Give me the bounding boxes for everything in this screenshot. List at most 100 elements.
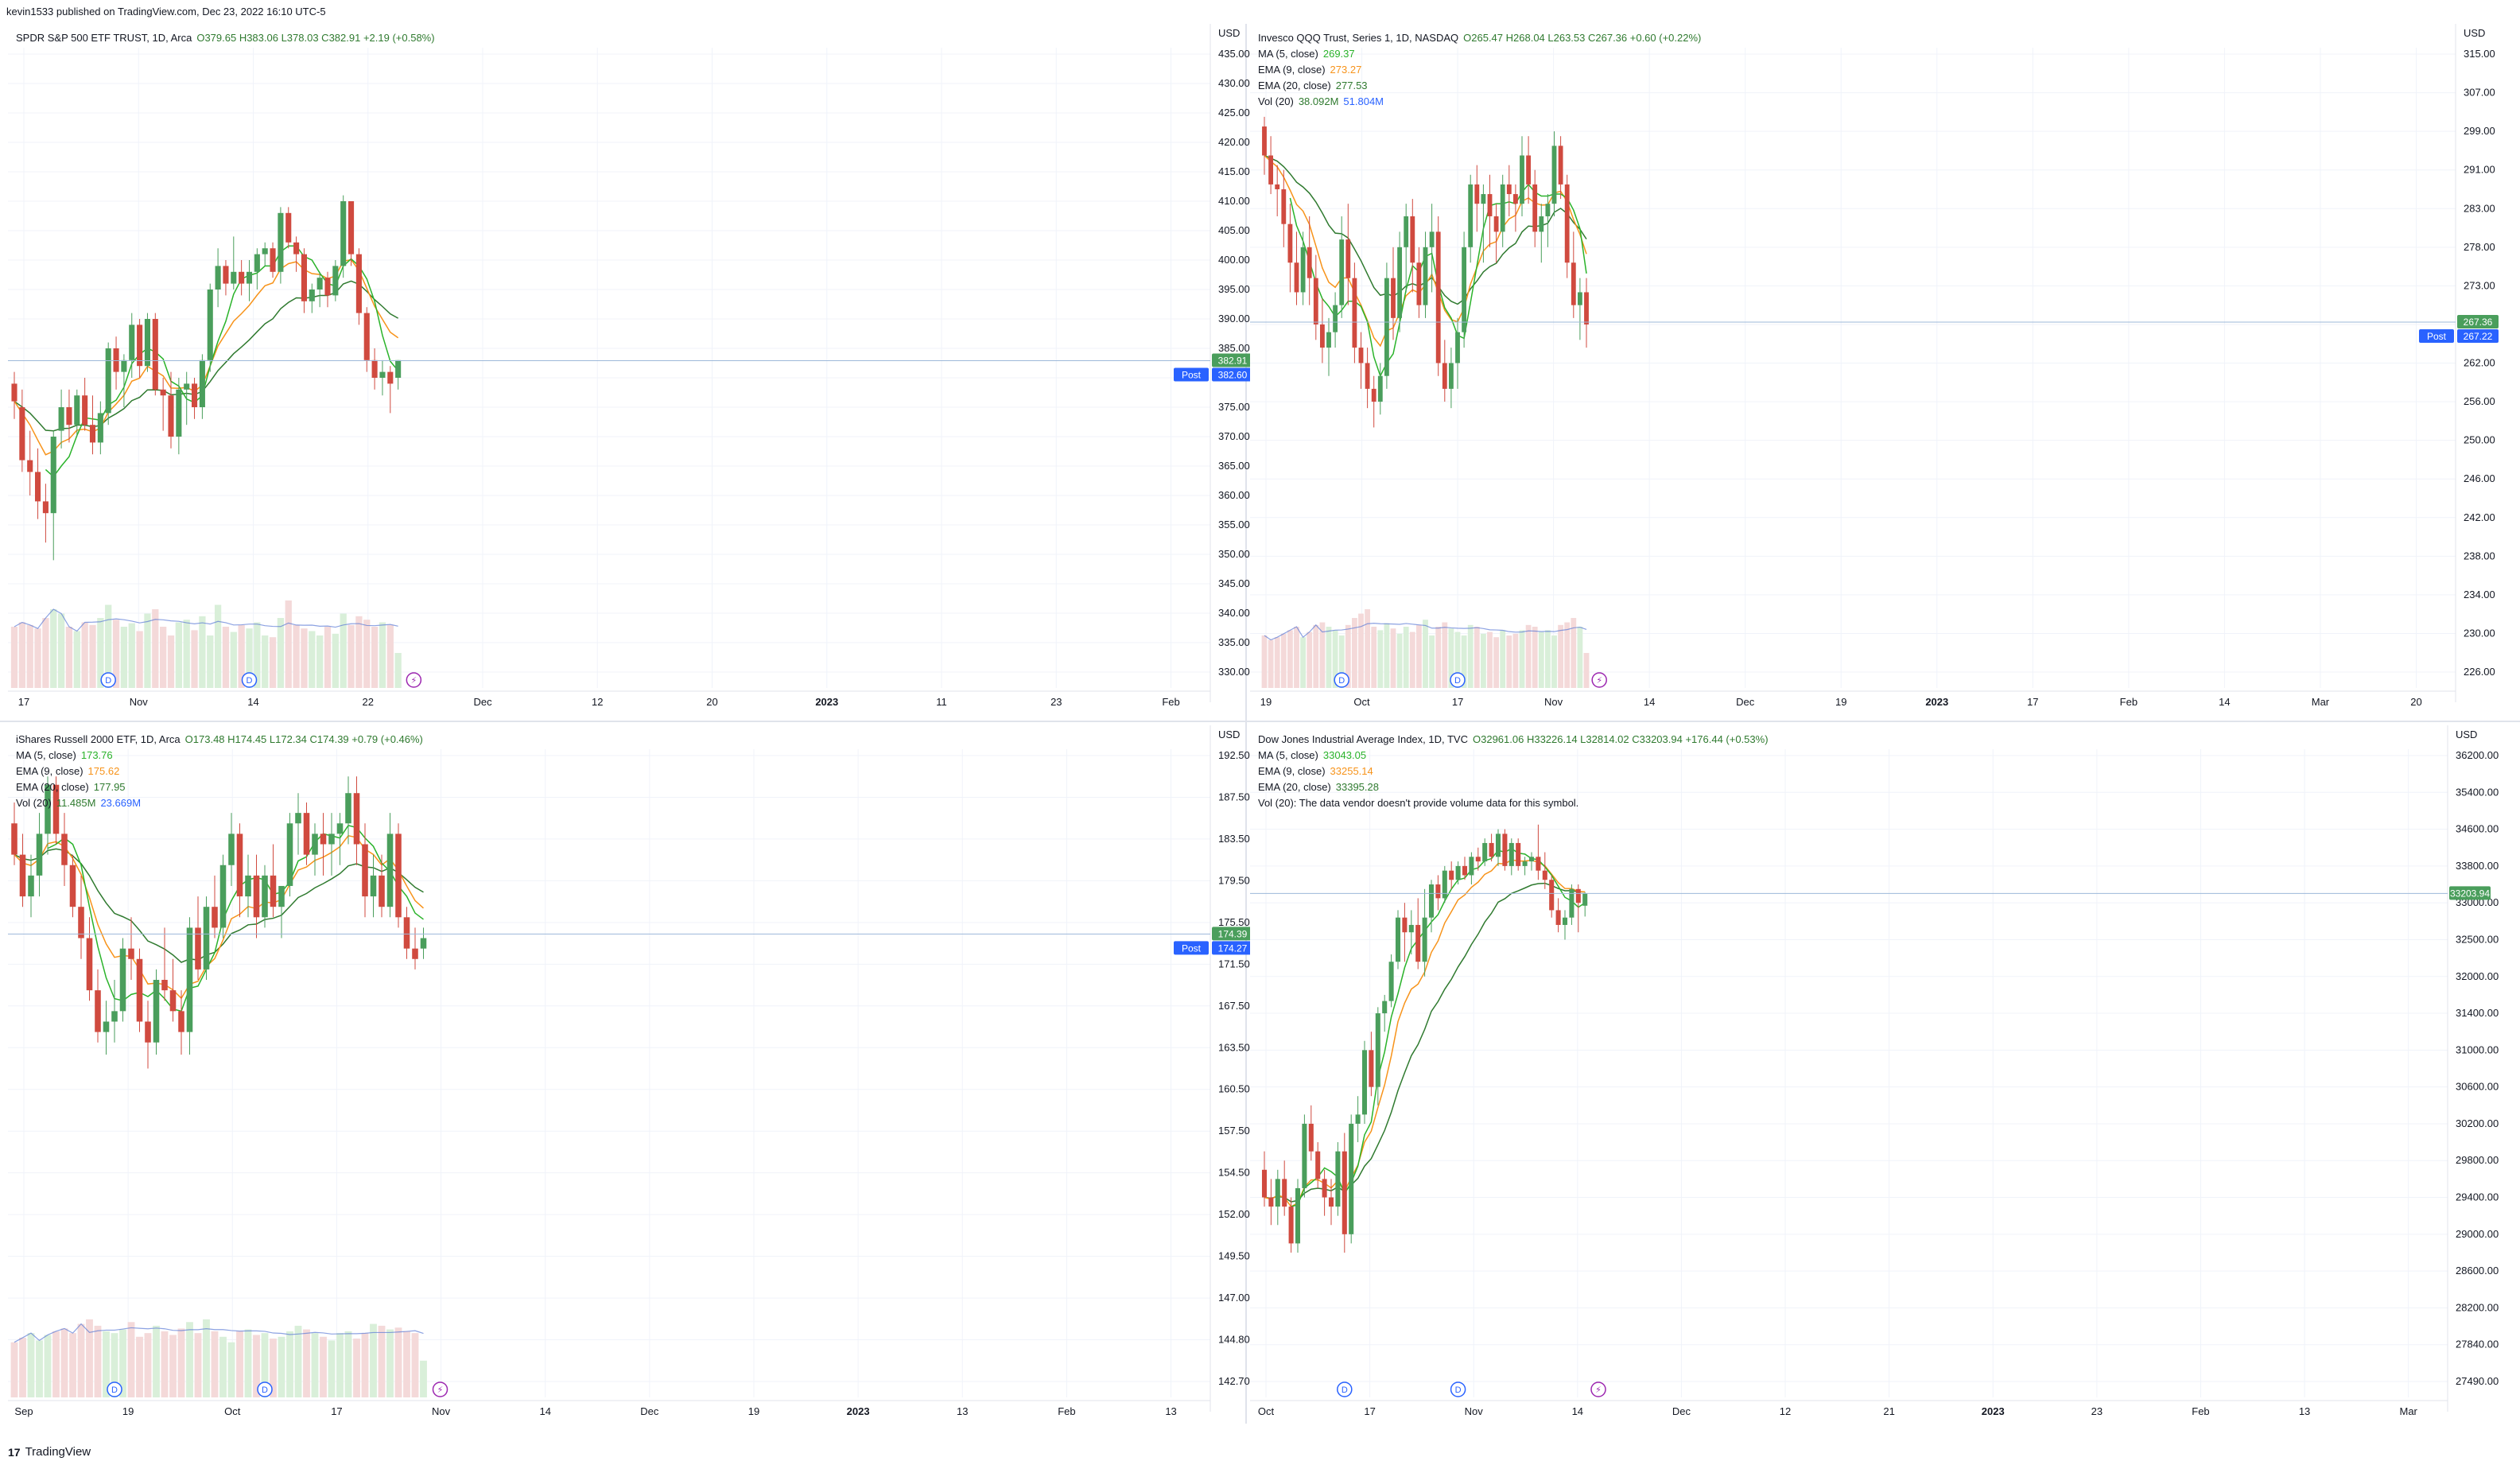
- candle: [1402, 903, 1408, 962]
- ema20-label[interactable]: EMA (20, close): [1258, 80, 1331, 91]
- candle: [160, 378, 166, 431]
- volume-bar: [1571, 618, 1577, 688]
- candle-body: [184, 383, 190, 390]
- dividend-marker-icon[interactable]: [107, 1381, 122, 1397]
- candle-body: [1500, 184, 1505, 232]
- candle-body: [246, 271, 253, 284]
- y-tick-label: 154.50: [1218, 1167, 1250, 1179]
- volume-bar: [1377, 630, 1384, 688]
- vol-label[interactable]: Vol (20): [16, 797, 52, 809]
- split-marker-icon[interactable]: [1591, 672, 1607, 688]
- candle-body: [1429, 231, 1435, 247]
- dividend-marker-icon[interactable]: [1337, 1381, 1353, 1397]
- x-tick-label: 13: [957, 1405, 968, 1417]
- ema9-label[interactable]: EMA (9, close): [16, 765, 83, 777]
- candle: [152, 313, 158, 396]
- symbol-title[interactable]: SPDR S&P 500 ETF TRUST, 1D, Arca: [16, 32, 192, 44]
- candle-body: [1369, 1050, 1374, 1087]
- y-tick-label: 345.00: [1218, 577, 1250, 589]
- ohlc-values: O265.47 H268.04 L263.53 C267.36 +0.60 (+…: [1463, 32, 1702, 44]
- symbol-title[interactable]: iShares Russell 2000 ETF, 1D, Arca: [16, 733, 181, 745]
- chart-panel-dji[interactable]: 36200.00 35400.00 34600.00 33800.00 33000.00…: [1250, 725, 2514, 1425]
- candle: [1474, 165, 1480, 232]
- candlestick-chart[interactable]: 315.00 307.00 299.00 291.00 283.00 278.00 273.…: [1250, 24, 2514, 717]
- ma5-label[interactable]: MA (5, close): [1258, 48, 1318, 60]
- candle-body: [1532, 184, 1538, 232]
- candle-body: [1468, 184, 1474, 247]
- volume-bar: [363, 620, 371, 688]
- candle-body: [1545, 204, 1551, 216]
- y-tick-label: 340.00: [1218, 607, 1250, 619]
- x-tick-label: Nov: [432, 1405, 451, 1417]
- candle-body: [1584, 292, 1589, 324]
- y-tick-label: 256.00: [2464, 395, 2495, 407]
- volume-bar: [294, 1325, 302, 1397]
- ma5-label[interactable]: MA (5, close): [1258, 749, 1318, 761]
- candle-body: [336, 823, 344, 834]
- split-marker-icon[interactable]: [406, 672, 422, 688]
- ema9-label[interactable]: EMA (9, close): [1258, 765, 1326, 777]
- candlestick-chart[interactable]: 36200.0035400.0034600.0033800.0033000.00…: [1250, 725, 2514, 1425]
- ema20-label[interactable]: EMA (20, close): [1258, 781, 1331, 793]
- split-marker-icon[interactable]: [432, 1381, 448, 1397]
- candle: [145, 1001, 151, 1069]
- candle-body: [1455, 865, 1461, 880]
- symbol-title[interactable]: Invesco QQQ Trust, Series 1, 1D, NASDAQ: [1258, 32, 1459, 44]
- dividend-marker-icon[interactable]: [1450, 1381, 1466, 1397]
- candle: [371, 348, 378, 390]
- volume-bar: [1519, 630, 1525, 688]
- volume-bar: [270, 1339, 277, 1397]
- volume-bar: [355, 616, 363, 688]
- volume-bar: [194, 1333, 202, 1397]
- candle-body: [286, 823, 293, 886]
- volume-bar: [379, 622, 386, 688]
- dividend-marker-icon[interactable]: [1450, 672, 1466, 688]
- symbol-title[interactable]: Dow Jones Industrial Average Index, 1D, …: [1258, 733, 1468, 745]
- volume-bar: [1493, 637, 1500, 688]
- y-tick-label: 410.00: [1218, 195, 1250, 207]
- candle: [1462, 231, 1467, 348]
- candle-body: [386, 834, 394, 907]
- dividend-marker-icon[interactable]: [257, 1381, 273, 1397]
- vol-label[interactable]: Vol (20): [1258, 95, 1294, 107]
- ema9-label[interactable]: EMA (9, close): [1258, 64, 1326, 76]
- ma5-label[interactable]: MA (5, close): [16, 749, 76, 761]
- candlestick-chart[interactable]: 192.50 187.50 183.50 179.50 175.50 171.50 167.…: [8, 725, 1253, 1425]
- y-tick-label: 31400.00: [2456, 1007, 2499, 1019]
- dividend-marker-glyph: D: [111, 1385, 118, 1395]
- x-tick-label: 19: [1835, 696, 1846, 708]
- dividend-marker-glyph: D: [1454, 676, 1461, 686]
- vol-label[interactable]: Vol (20): The data vendor doesn't provid…: [1258, 797, 1579, 809]
- chart-panel-qqq[interactable]: 315.00 307.00 299.00 291.00 283.00 278.00 273.…: [1250, 24, 2514, 717]
- dividend-marker-icon[interactable]: [241, 672, 258, 688]
- chart-panel-spy[interactable]: 435.00 430.00 425.00 420.00 415.00 410.00 405.…: [8, 24, 1253, 717]
- y-tick-label: 30600.00: [2456, 1081, 2499, 1093]
- volume-bar: [136, 1336, 143, 1397]
- candle-body: [1282, 1179, 1287, 1207]
- candle-body: [11, 823, 17, 855]
- candle-body: [1487, 194, 1493, 216]
- footer: 17 TradingView: [8, 1445, 91, 1459]
- dividend-marker-glyph: D: [247, 676, 253, 686]
- candlestick-chart[interactable]: 435.00 430.00 425.00 420.00 415.00 410.00 405.…: [8, 24, 1253, 717]
- chart-panel-iwm[interactable]: 192.50 187.50 183.50 179.50 175.50 171.50 167.…: [8, 725, 1253, 1425]
- candle-body: [293, 242, 300, 255]
- volume-bar: [1396, 633, 1403, 688]
- candle-body: [1404, 216, 1409, 247]
- dividend-marker-icon[interactable]: [100, 672, 116, 688]
- candle-body: [1462, 247, 1467, 332]
- candle: [1509, 838, 1514, 876]
- dividend-marker-icon[interactable]: [1334, 672, 1349, 688]
- candle-body: [1520, 155, 1524, 204]
- candle-body: [320, 834, 327, 845]
- ema20-label[interactable]: EMA (20, close): [16, 781, 89, 793]
- candle-body: [1315, 1151, 1321, 1179]
- candle-body: [52, 784, 60, 834]
- candle-body: [254, 254, 260, 272]
- split-marker-icon[interactable]: [1590, 1381, 1606, 1397]
- volume-bar: [411, 1333, 419, 1397]
- y-tick-label: 160.50: [1218, 1083, 1250, 1095]
- footer-brand[interactable]: TradingView: [25, 1445, 91, 1459]
- x-tick-label: 20: [706, 696, 717, 708]
- y-tick-label: 307.00: [2464, 87, 2495, 99]
